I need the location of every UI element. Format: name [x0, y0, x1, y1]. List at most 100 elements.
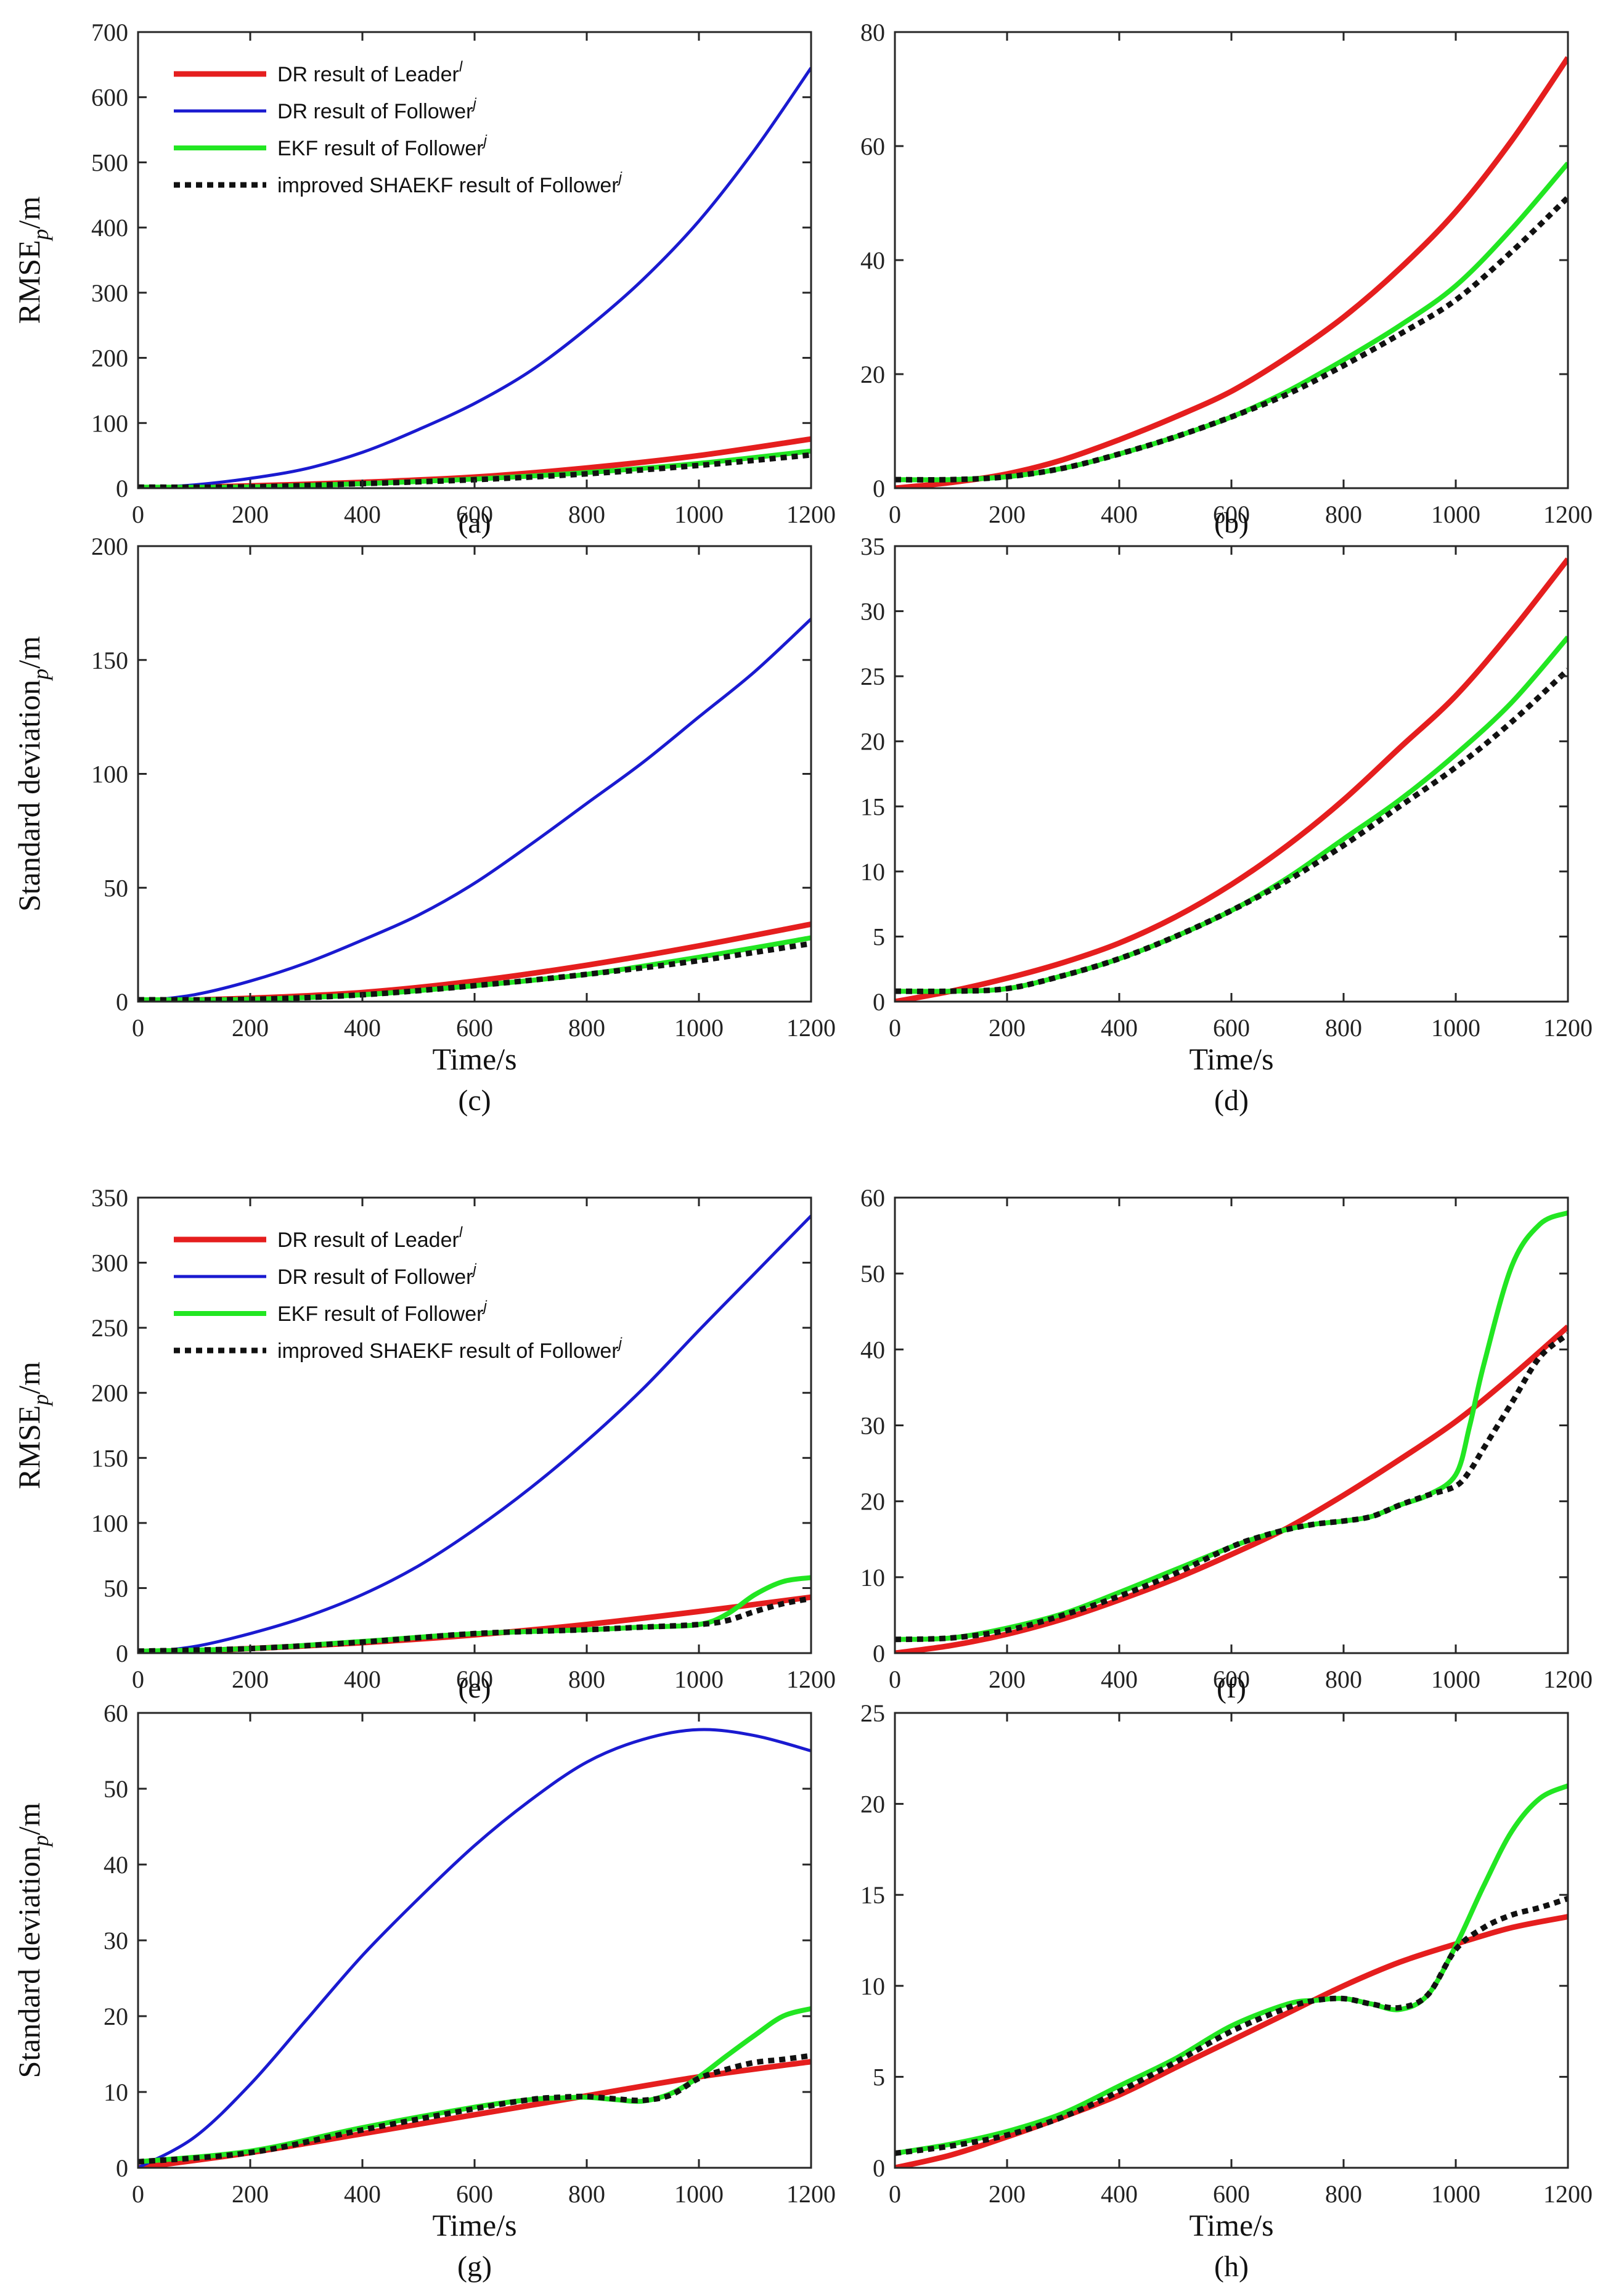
y-tick-label: 500: [91, 149, 128, 176]
series-follower_ekf-c: [138, 935, 811, 1002]
y-tick-label: 10: [860, 1564, 885, 1591]
y-tick-label: 150: [91, 647, 128, 674]
y-tick-label: 10: [860, 858, 885, 886]
series-follower_dr-c: [138, 618, 811, 1002]
y-tick-label: 20: [860, 728, 885, 756]
y-tick-label: 700: [91, 18, 128, 46]
y-tick-label: 0: [116, 1640, 128, 1667]
x-tick-label: 0: [132, 1665, 144, 1693]
y-tick-label: 50: [104, 1775, 128, 1803]
series-leader_dr-h: [895, 1914, 1568, 2168]
y-axis-label-c: Standard deviationp/m: [12, 636, 53, 912]
y-tick-label: 400: [91, 214, 128, 242]
y-tick-label: 0: [116, 988, 128, 1016]
y-tick-label: 300: [91, 1249, 128, 1277]
x-tick-label: 800: [568, 2180, 605, 2208]
x-tick-label: 800: [1325, 2180, 1362, 2208]
x-axis-label-h: Time/s: [1189, 2208, 1273, 2242]
x-tick-label: 200: [989, 500, 1026, 528]
series-follower_shaekf-h: [895, 1895, 1568, 2156]
panel-g: 0 200 400 600 800 1000 1200 0 10 20 30 40 50 60 Standa…: [12, 1699, 836, 2283]
x-tick-label: 1000: [674, 1665, 724, 1693]
y-tick-label: 300: [91, 279, 128, 307]
series-follower_shaekf-f: [895, 1332, 1568, 1643]
panel-d: 0 200 400 600 800 1000 1200 0 5 10 15 20 25 30 35 Time/…: [860, 533, 1593, 1117]
legend-label-leader_dr: DR result of Leaderl: [277, 59, 463, 86]
series-follower_shaekf-e: [138, 1595, 811, 1653]
series-follower_ekf-f: [895, 1210, 1568, 1642]
series-follower_shaekf-b: [895, 195, 1568, 483]
x-tick-label: 800: [568, 500, 605, 528]
legend-label-follower_shaekf: improved SHAEKF result of Followerj: [277, 1335, 622, 1363]
y-tick-label: 30: [104, 1927, 128, 1955]
x-tick-label: 400: [344, 500, 381, 528]
panel-e: 0 200 400 600 800 1000 1200 0 50 100 150 200 250 300 3…: [12, 1184, 836, 1704]
y-tick-label: 350: [91, 1184, 128, 1212]
panel-caption-h: (h): [1214, 2250, 1249, 2283]
y-tick-label: 15: [860, 793, 885, 820]
y-tick-label: 40: [860, 247, 885, 274]
legend-label-follower_dr: DR result of Followerj: [277, 1261, 476, 1289]
x-tick-label: 800: [1325, 1665, 1362, 1693]
y-tick-label: 0: [873, 1640, 885, 1667]
x-tick-label: 200: [989, 1665, 1026, 1693]
panel-c: 0 200 400 600 800 1000 1200 0 50 100 150 200 Standar…: [12, 533, 836, 1117]
series-follower_ekf-g: [138, 2006, 811, 2165]
y-tick-label: 100: [91, 761, 128, 788]
series-follower_ekf-h: [895, 1783, 1568, 2156]
x-tick-label: 1200: [1543, 2180, 1593, 2208]
y-axis-label-a: RMSEp/m: [12, 196, 53, 324]
y-tick-label: 200: [91, 533, 128, 560]
y-tick-label: 15: [860, 1881, 885, 1909]
panel-h: 0 200 400 600 800 1000 1200 0 5 10 15 20 25 Time/s (h): [860, 1699, 1593, 2283]
x-tick-label: 1200: [1543, 1014, 1593, 1042]
x-tick-label: 600: [456, 500, 493, 528]
y-tick-label: 250: [91, 1314, 128, 1342]
y-tick-label: 50: [860, 1260, 885, 1288]
x-tick-label: 1000: [1431, 1665, 1480, 1693]
series-follower_ekf-b: [895, 161, 1568, 483]
x-tick-label: 0: [889, 1665, 901, 1693]
y-tick-label: 100: [91, 409, 128, 437]
y-tick-label: 20: [860, 1488, 885, 1516]
legend-label-follower_ekf: EKF result of Followerj: [277, 1298, 487, 1326]
x-axis-label-c: Time/s: [432, 1042, 516, 1076]
legend-label-follower_ekf: EKF result of Followerj: [277, 133, 487, 160]
series-follower_ekf-e: [138, 1575, 811, 1653]
y-tick-label: 50: [104, 1574, 128, 1602]
x-tick-label: 400: [344, 2180, 381, 2208]
legend-a: DR result of Leaderl DR result of Followe…: [174, 59, 622, 197]
x-tick-label: 200: [989, 2180, 1026, 2208]
panel-caption-a: (a): [458, 507, 491, 539]
axes-box-d: [894, 545, 1569, 1003]
y-tick-label: 5: [873, 2063, 885, 2091]
x-tick-label: 800: [1325, 500, 1362, 528]
y-tick-label: 0: [873, 475, 885, 502]
y-tick-label: 150: [91, 1444, 128, 1472]
x-tick-label: 400: [1101, 500, 1138, 528]
x-tick-label: 400: [1101, 1665, 1138, 1693]
x-tick-label: 400: [344, 1014, 381, 1042]
series-follower_shaekf-c: [138, 941, 811, 1002]
y-tick-label: 10: [860, 1972, 885, 2000]
x-tick-label: 600: [1213, 1665, 1250, 1693]
x-tick-label: 1200: [786, 2180, 836, 2208]
x-tick-label: 1000: [1431, 2180, 1480, 2208]
y-tick-label: 25: [860, 663, 885, 690]
y-tick-label: 100: [91, 1510, 128, 1537]
y-tick-label: 80: [860, 18, 885, 46]
x-tick-label: 200: [989, 1014, 1026, 1042]
x-tick-label: 600: [1213, 1014, 1250, 1042]
y-tick-label: 35: [860, 533, 885, 560]
y-tick-label: 0: [873, 2154, 885, 2182]
panel-caption-g: (g): [457, 2250, 492, 2283]
x-tick-label: 200: [232, 500, 269, 528]
x-tick-label: 400: [344, 1665, 381, 1693]
axes-box-c: [137, 545, 812, 1003]
panel-caption-f: (f): [1217, 1672, 1246, 1704]
x-tick-label: 0: [132, 500, 144, 528]
x-tick-label: 600: [1213, 2180, 1250, 2208]
x-tick-label: 1000: [1431, 1014, 1480, 1042]
axes-box-g: [137, 1712, 812, 2169]
